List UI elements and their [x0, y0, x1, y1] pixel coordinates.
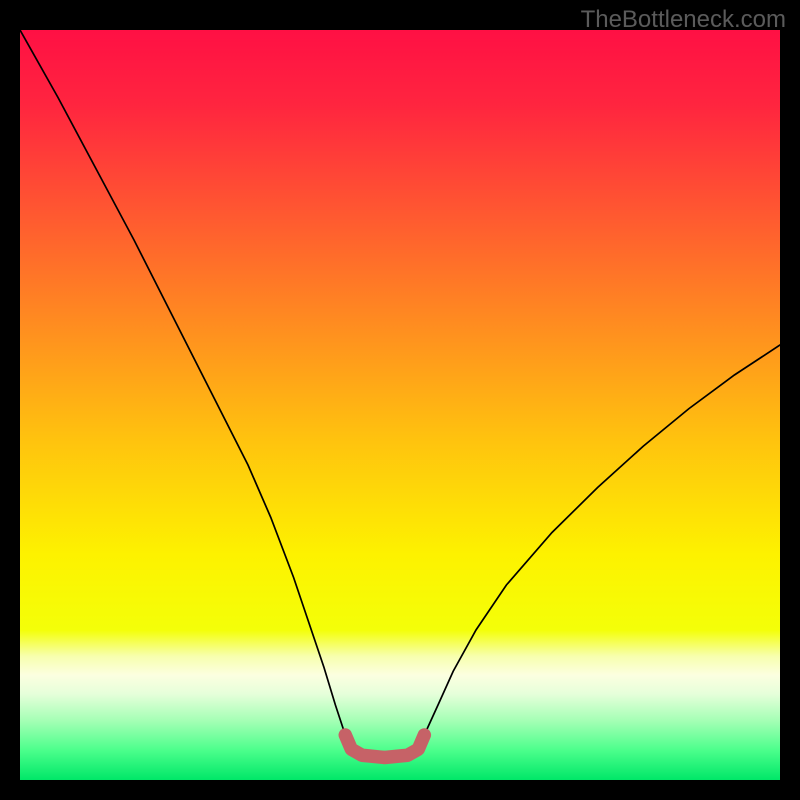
gradient-background	[20, 30, 780, 780]
plot-area	[20, 30, 780, 780]
outer-frame: TheBottleneck.com	[0, 0, 800, 800]
